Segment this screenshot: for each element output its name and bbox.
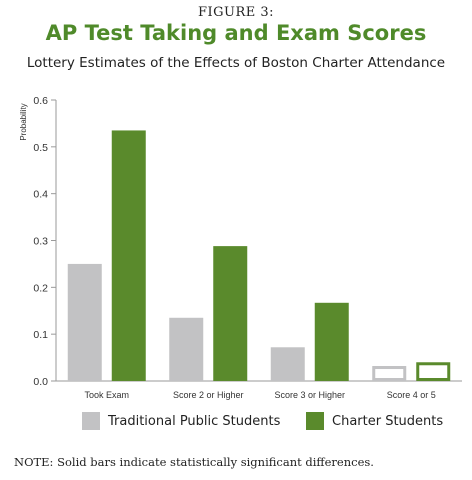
figure-label: FIGURE 3: [197, 5, 275, 20]
y-axis-title: Probability [19, 103, 28, 140]
y-tick-label: 0.1 [33, 329, 48, 341]
x-tick-label: Score 4 or 5 [387, 390, 436, 400]
legend-label-charter: Charter Students [332, 413, 444, 429]
bar-charter [111, 130, 146, 381]
legend-swatch-charter [306, 412, 324, 430]
chart-title: AP Test Taking and Exam Scores [45, 21, 427, 45]
legend-swatch-traditional [82, 412, 100, 430]
y-tick-label: 0.4 [33, 189, 48, 201]
bar-charter [314, 302, 349, 381]
x-tick-label: Score 3 or Higher [274, 390, 345, 400]
bar-chart: 0.0 0.1 0.2 0.3 0.4 0.5 0.6 Probability Took Exa… [19, 95, 462, 400]
bar-traditional [67, 263, 102, 381]
y-tick-label: 0.2 [33, 282, 48, 294]
bar-traditional [169, 317, 204, 381]
bar-traditional [270, 347, 305, 381]
y-tick-label: 0.6 [33, 95, 48, 107]
chart-note: NOTE: Solid bars indicate statistically … [14, 455, 374, 469]
legend: Traditional Public Students Charter Stud… [82, 412, 462, 436]
bar-charter [213, 246, 248, 381]
bar-charter-outline [416, 362, 451, 381]
legend-item-traditional: Traditional Public Students [82, 412, 280, 430]
x-tick-label: Took Exam [84, 390, 129, 400]
bar-traditional-outline [372, 366, 407, 382]
y-tick-label: 0.3 [33, 236, 48, 248]
x-tick-label: Score 2 or Higher [173, 390, 244, 400]
legend-item-charter: Charter Students [306, 412, 443, 430]
legend-label-traditional: Traditional Public Students [108, 413, 281, 429]
chart-subtitle: Lottery Estimates of the Effects of Bost… [26, 55, 446, 71]
y-tick-label: 0.5 [33, 142, 48, 154]
y-tick-label: 0.0 [33, 376, 48, 388]
